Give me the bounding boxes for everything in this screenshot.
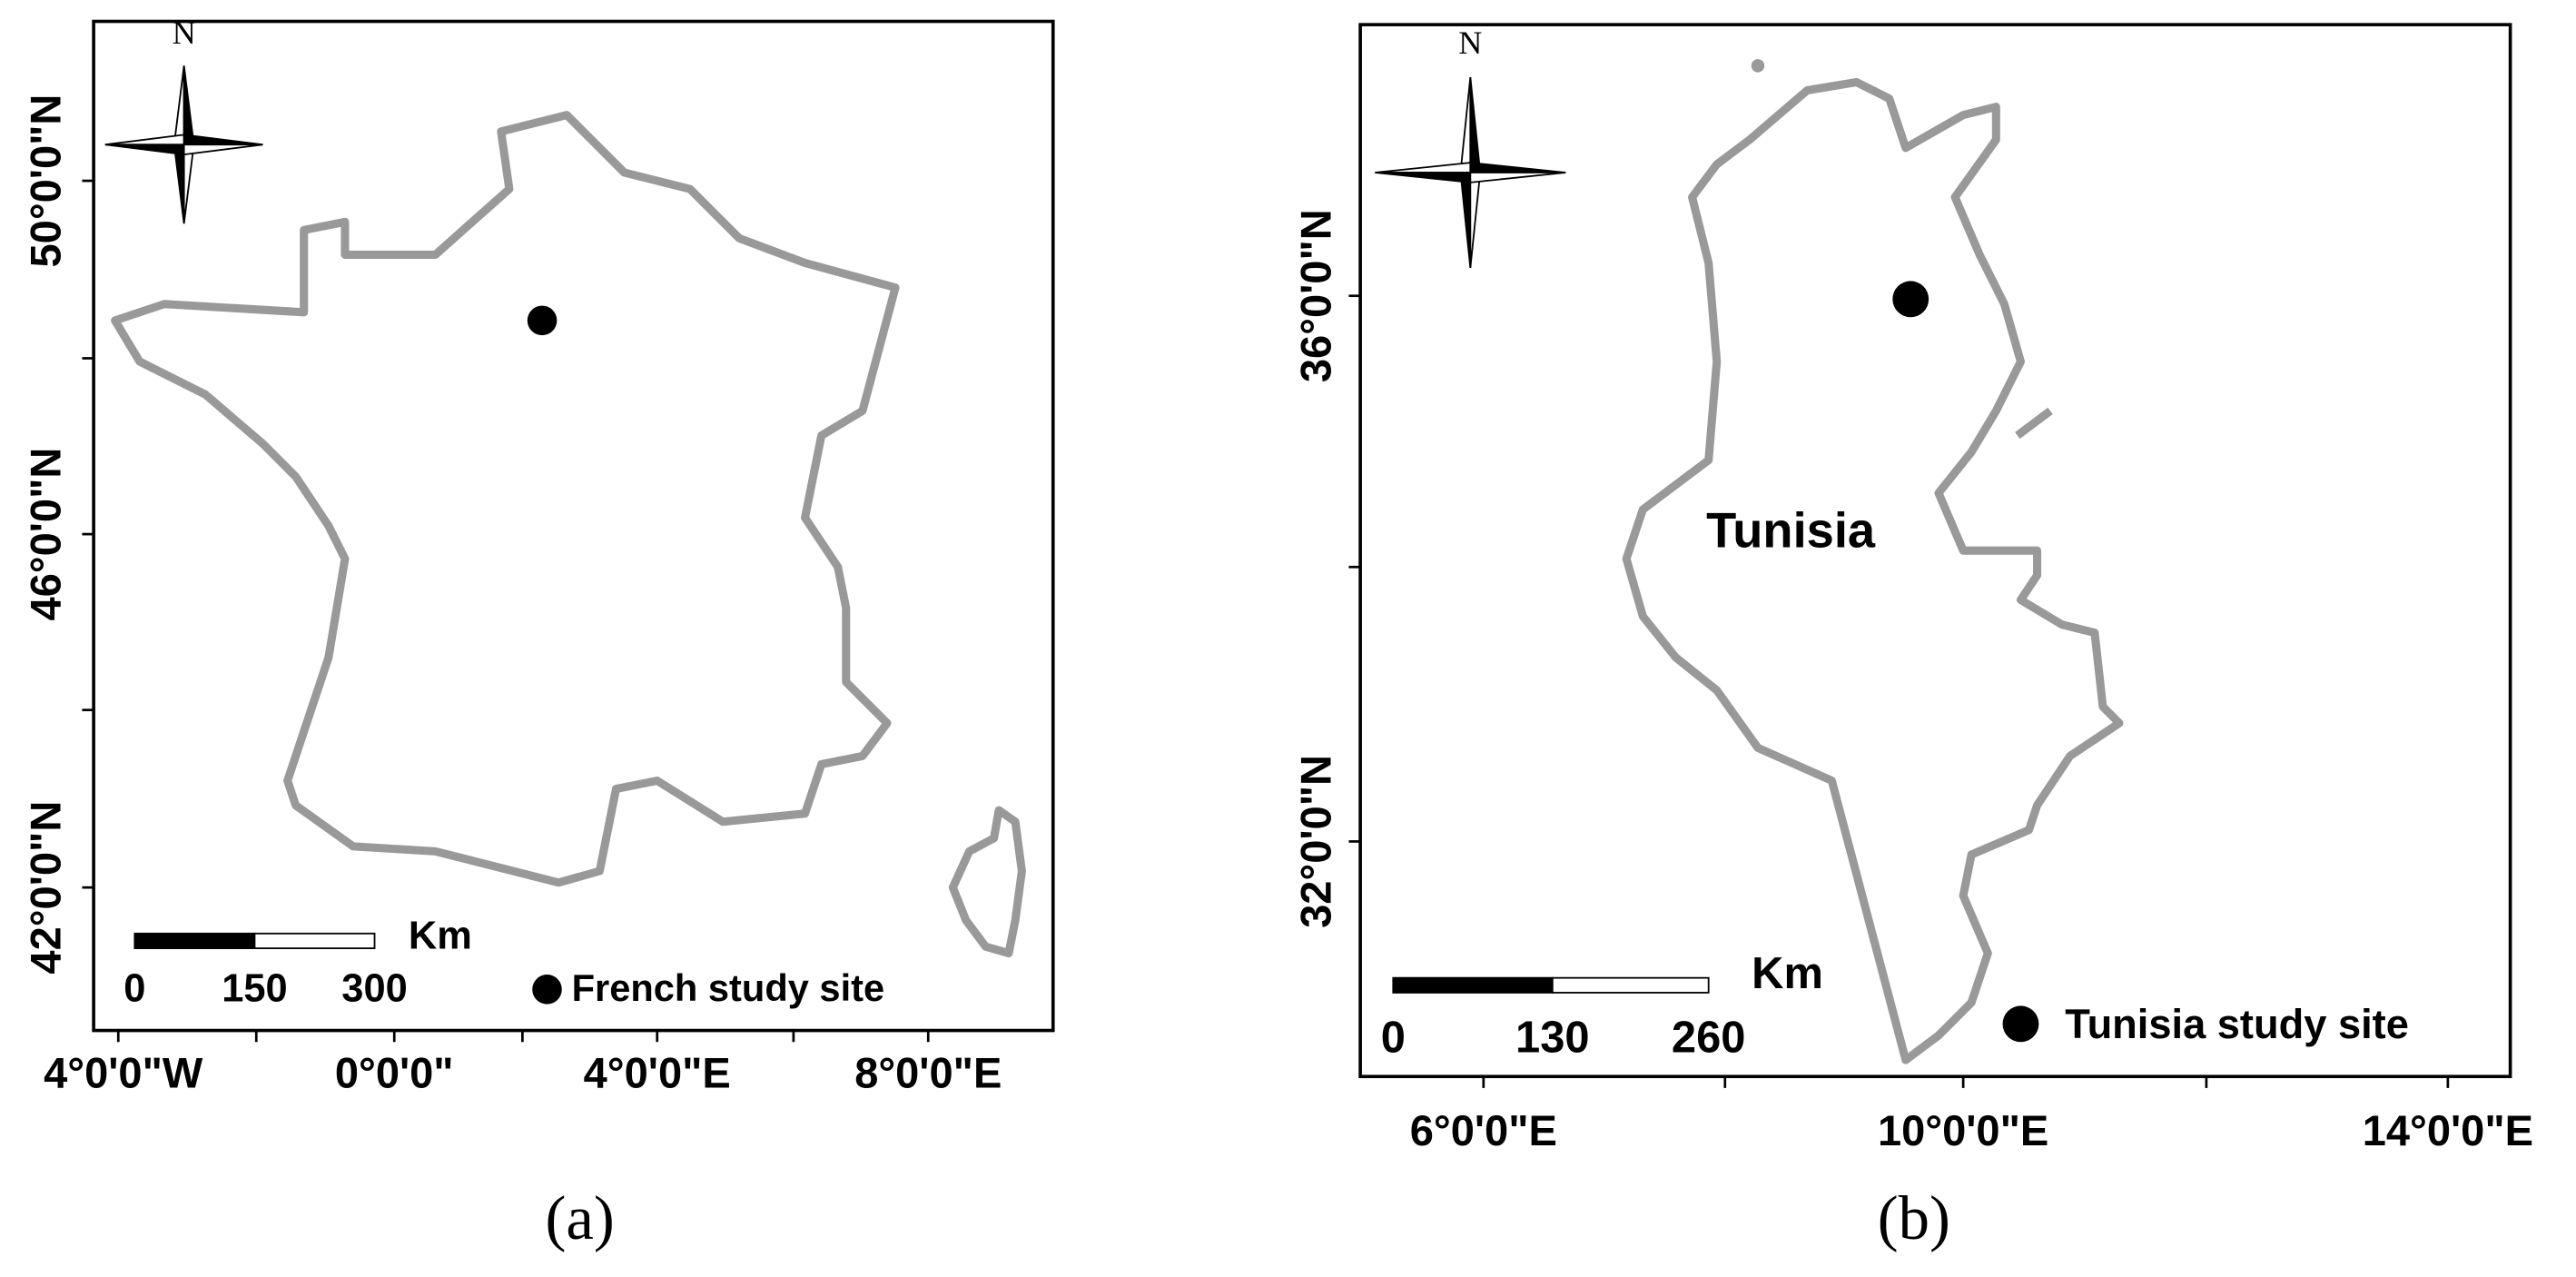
caption: (a) bbox=[546, 1183, 615, 1252]
lat-label: 42°0'0"N bbox=[22, 801, 70, 975]
lon-label: 4°0'0"E bbox=[584, 1049, 731, 1097]
scale-label: 300 bbox=[341, 967, 407, 1011]
lon-label: 4°0'0"W bbox=[44, 1049, 203, 1097]
north-label: N bbox=[1458, 25, 1482, 61]
scale-label: 130 bbox=[1515, 1013, 1589, 1062]
lat-label: 46°0'0"N bbox=[22, 448, 70, 621]
panel-b: 36°0'0"N 32°0'0"N 6°0'0"E 10°0'0"E 14°0'… bbox=[1291, 23, 2533, 1252]
scale-label: 150 bbox=[222, 967, 287, 1011]
island bbox=[1751, 59, 1765, 73]
north-label: N bbox=[173, 15, 196, 51]
lon-label: 10°0'0"E bbox=[1878, 1106, 2048, 1154]
lat-label: 50°0'0"N bbox=[22, 94, 70, 268]
country-label: Tunisia bbox=[1706, 502, 1876, 558]
island-outline bbox=[2015, 407, 2053, 440]
study-site bbox=[527, 305, 558, 336]
corsica-outline bbox=[948, 806, 1026, 958]
ticks bbox=[82, 179, 930, 1043]
panel-a: 50°0'0"N 46°0'0"N 42°0'0"N 4°0'0"W 0°0'0… bbox=[22, 15, 1055, 1252]
scale-unit: Km bbox=[1752, 949, 1823, 998]
legend-marker bbox=[2002, 1005, 2039, 1043]
lon-label: 8°0'0"E bbox=[854, 1049, 1002, 1097]
scale-bar bbox=[1551, 976, 1710, 994]
lat-label: 36°0'0"N bbox=[1291, 209, 1339, 382]
scale-bar bbox=[1392, 976, 1554, 994]
legend-text: Tunisia study site bbox=[2065, 1001, 2409, 1047]
compass bbox=[104, 65, 263, 224]
legend-text: French study site bbox=[572, 966, 885, 1009]
map-frame bbox=[1358, 23, 2512, 1079]
scale-bar bbox=[133, 932, 256, 949]
scale-label: 0 bbox=[1381, 1013, 1406, 1062]
scale-label: 260 bbox=[1672, 1013, 1745, 1062]
lon-label: 0°0'0" bbox=[335, 1049, 454, 1097]
lon-label: 6°0'0"E bbox=[1410, 1106, 1557, 1154]
france-outline bbox=[111, 111, 900, 887]
scale-unit: Km bbox=[409, 915, 472, 958]
study-site bbox=[1892, 281, 1930, 318]
lat-label: 32°0'0"N bbox=[1291, 755, 1339, 928]
ticks bbox=[1348, 294, 2450, 1088]
legend-marker bbox=[532, 975, 562, 1005]
map-frame bbox=[92, 19, 1055, 1033]
lon-label: 14°0'0"E bbox=[2363, 1106, 2533, 1154]
scale-bar bbox=[253, 932, 376, 949]
scale-label: 0 bbox=[123, 967, 145, 1011]
compass bbox=[1375, 76, 1566, 269]
tunisia-outline bbox=[1622, 77, 2124, 1064]
caption: (b) bbox=[1878, 1183, 1950, 1252]
